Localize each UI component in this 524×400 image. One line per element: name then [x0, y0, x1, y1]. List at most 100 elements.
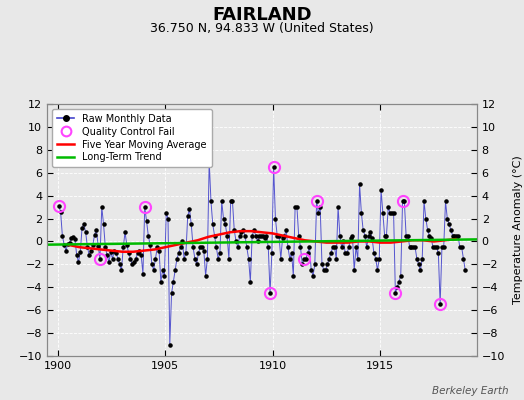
- Point: [321, 267, 330, 273]
- Point: [200, 248, 208, 254]
- Point: [372, 256, 380, 262]
- Point: [185, 206, 194, 212]
- Point: [314, 210, 323, 216]
- Point: [230, 227, 238, 233]
- Point: [91, 231, 99, 238]
- Point: [264, 244, 272, 250]
- Point: [239, 227, 247, 233]
- Point: [130, 259, 138, 265]
- Point: [81, 229, 90, 236]
- Point: [146, 242, 154, 248]
- Point: [183, 213, 192, 220]
- Point: [436, 301, 444, 308]
- Point: [72, 252, 81, 258]
- Point: [198, 244, 206, 250]
- Point: [422, 215, 430, 222]
- Point: [459, 256, 467, 262]
- Point: [63, 240, 72, 247]
- Text: 36.750 N, 94.833 W (United States): 36.750 N, 94.833 W (United States): [150, 22, 374, 35]
- Point: [402, 232, 410, 239]
- Point: [169, 278, 178, 285]
- Point: [252, 232, 260, 239]
- Point: [105, 259, 113, 265]
- Point: [114, 256, 122, 262]
- Point: [155, 248, 163, 254]
- Point: [220, 215, 228, 222]
- Point: [174, 250, 183, 256]
- Point: [260, 235, 269, 241]
- Point: [305, 244, 314, 250]
- Point: [300, 256, 308, 262]
- Point: [110, 248, 118, 254]
- Point: [101, 244, 110, 250]
- Point: [339, 238, 347, 245]
- Point: [441, 198, 450, 204]
- Point: [311, 261, 319, 268]
- Point: [445, 221, 453, 228]
- Point: [180, 256, 188, 262]
- Point: [388, 210, 396, 216]
- Point: [209, 221, 217, 228]
- Point: [83, 244, 92, 250]
- Point: [416, 267, 424, 273]
- Point: [450, 232, 458, 239]
- Point: [235, 232, 244, 239]
- Point: [341, 250, 350, 256]
- Point: [66, 239, 74, 246]
- Point: [354, 256, 362, 262]
- Point: [137, 252, 145, 258]
- Point: [216, 250, 224, 256]
- Point: [414, 261, 423, 268]
- Point: [391, 290, 400, 296]
- Point: [377, 187, 385, 193]
- Point: [187, 221, 195, 228]
- Point: [94, 243, 102, 249]
- Point: [375, 256, 384, 262]
- Point: [78, 224, 86, 231]
- Point: [418, 256, 427, 262]
- Point: [263, 232, 271, 239]
- Point: [103, 252, 111, 258]
- Point: [257, 232, 265, 239]
- Point: [108, 256, 117, 262]
- Point: [112, 250, 121, 256]
- Point: [289, 273, 298, 279]
- Point: [386, 210, 394, 216]
- Point: [225, 256, 233, 262]
- Point: [132, 256, 140, 262]
- Point: [96, 256, 104, 262]
- Point: [214, 256, 222, 262]
- Point: [431, 244, 439, 250]
- Point: [201, 273, 210, 279]
- Point: [400, 198, 409, 204]
- Point: [259, 232, 267, 239]
- Point: [373, 267, 381, 273]
- Legend: Raw Monthly Data, Quality Control Fail, Five Year Moving Average, Long-Term Tren: Raw Monthly Data, Quality Control Fail, …: [52, 109, 212, 167]
- Point: [332, 256, 341, 262]
- Point: [54, 203, 63, 209]
- Point: [60, 242, 68, 248]
- Point: [337, 244, 346, 250]
- Point: [164, 215, 172, 222]
- Point: [162, 210, 170, 216]
- Point: [273, 232, 281, 239]
- Point: [85, 252, 93, 258]
- Point: [124, 250, 133, 256]
- Point: [223, 232, 231, 239]
- Point: [177, 244, 185, 250]
- Point: [393, 284, 401, 290]
- Point: [67, 235, 75, 241]
- Point: [76, 248, 84, 255]
- Point: [106, 248, 115, 255]
- Point: [411, 244, 419, 250]
- Point: [334, 204, 342, 210]
- Point: [160, 273, 169, 279]
- Point: [346, 235, 355, 241]
- Point: [71, 236, 79, 242]
- Point: [135, 248, 144, 254]
- Point: [217, 198, 226, 204]
- Point: [246, 278, 255, 285]
- Point: [244, 256, 253, 262]
- Point: [323, 261, 332, 268]
- Point: [144, 232, 152, 239]
